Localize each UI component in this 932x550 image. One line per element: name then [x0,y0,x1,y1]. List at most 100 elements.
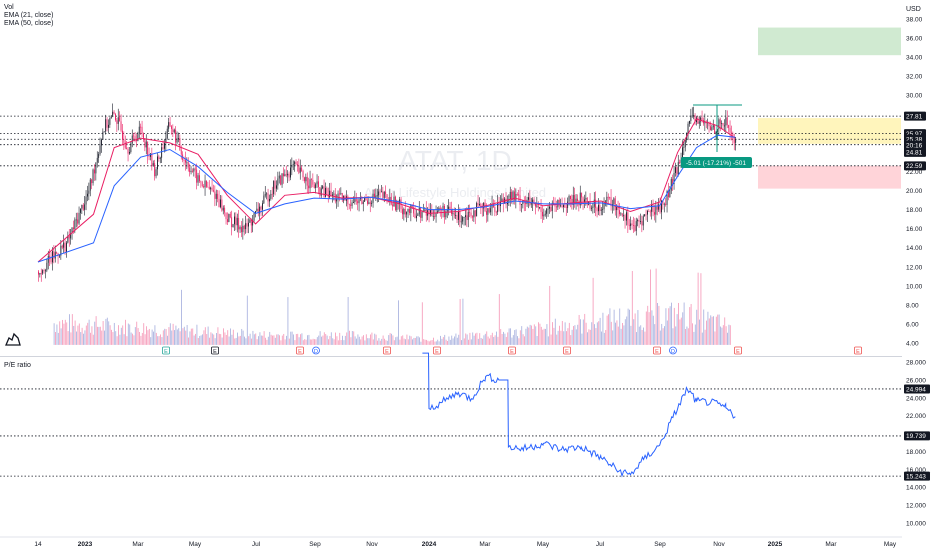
event-marker-badge[interactable] [312,346,320,355]
volume-bar [420,341,422,345]
price-tick-label: 12.00 [906,264,923,271]
volume-bar [501,334,503,345]
candle-body [383,191,385,198]
zone-entry[interactable] [758,118,901,144]
volume-bar [328,339,329,345]
candle-body [318,181,319,188]
volume-bar [535,326,537,345]
candle-body [91,179,93,184]
candle-body [652,204,654,213]
candle-body [253,213,255,221]
candle-body [329,190,331,198]
candle-body [158,156,160,159]
volume-bar [241,328,243,345]
candle-body [724,125,725,127]
candle-body [689,120,690,124]
time-axis[interactable]: 14 2023 Mar May Jul Sep Nov 2024 Mar May Jul Sep Nov… [34,541,897,548]
event-marker-badge[interactable] [162,346,170,355]
candle-body [682,147,683,160]
price-axis[interactable] [902,0,932,550]
volume-bar [622,322,623,345]
candle-body [199,175,200,182]
volume-bar [704,329,706,345]
candle-body [507,201,508,205]
time-tick-label: 2024 [422,541,437,548]
candle-body [68,235,70,239]
candle-body [319,187,321,196]
volume-bar [230,328,231,345]
event-marker-badge[interactable] [563,346,571,355]
volume-bar [186,325,188,345]
candle-body [341,193,343,201]
volume-bar [426,339,427,345]
candle-body [481,206,483,209]
candle-body [106,119,108,128]
event-marker-badge[interactable] [669,346,677,355]
ema21-line [37,118,736,263]
volume-bar [73,325,75,345]
candle-body [437,211,438,213]
volume-bar [447,341,448,345]
volume-bar [529,324,531,345]
candle-body [525,202,527,205]
volume-bar [364,340,366,345]
volume-bar [294,340,296,345]
volume-bar [248,336,250,345]
volume-bar [700,273,702,345]
event-marker-badge[interactable] [433,346,441,355]
volume-bar [636,332,637,345]
volume-bar [207,326,209,345]
candle-body [309,179,311,189]
event-marker-badge[interactable] [508,346,516,355]
zone-stop[interactable] [758,165,901,189]
candle-body [337,193,339,199]
volume-bar [720,326,721,345]
volume-bar [514,330,516,345]
volume-bar [686,326,688,345]
volume-bar [69,314,70,345]
event-marker-badge[interactable] [854,346,862,355]
volume-bar [703,309,705,345]
candle-body [270,193,272,199]
event-marker-badge[interactable] [734,346,742,355]
event-marker-badge[interactable] [211,346,219,355]
volume-bar [340,340,342,345]
volume-bar [455,333,457,345]
event-marker-badge[interactable] [653,346,661,355]
candle-body [214,191,216,199]
candle-body [358,199,360,204]
volume-bar [216,333,217,345]
candle-body [460,221,462,223]
candle-body [565,207,567,208]
time-tick-label: Nov [366,541,378,548]
candle-body [501,198,503,202]
volume-bar [441,338,443,345]
zone-target[interactable] [758,27,901,56]
volume-bar [63,323,65,345]
volume-bar [392,335,394,345]
candle-body [271,193,273,195]
candle-body [239,227,241,230]
candle-body [340,193,342,195]
volume-bar [421,302,423,345]
position-zones[interactable] [758,27,901,189]
candle-body [164,143,165,149]
volume-bar [697,272,699,345]
measure-tool[interactable]: -5.01 (-17.21%) -501 [681,104,752,168]
event-marker-badge[interactable] [383,346,391,355]
volume-bar [448,336,450,345]
candle-body [379,191,381,193]
volume-bar [617,326,619,345]
volume-bar [589,329,591,345]
candle-body [246,223,248,227]
candle-body [512,191,514,201]
volume-bar [351,331,353,345]
candle-body [49,255,51,258]
event-marker-badge[interactable] [296,346,304,355]
candle-body [518,194,520,196]
candle-body [396,200,398,211]
candle-body [495,211,497,213]
candle-body [200,181,202,183]
